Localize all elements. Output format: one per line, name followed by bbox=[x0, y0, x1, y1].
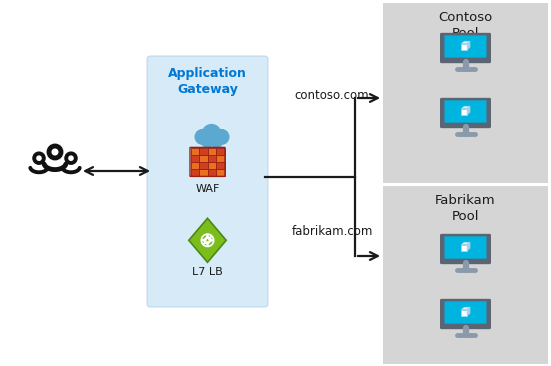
Bar bbox=[199, 148, 208, 155]
Text: Application
Gateway: Application Gateway bbox=[168, 67, 247, 96]
Polygon shape bbox=[461, 310, 467, 316]
Bar bbox=[208, 155, 216, 162]
Bar bbox=[216, 162, 224, 169]
Circle shape bbox=[201, 134, 214, 148]
Bar bbox=[383, 3, 548, 183]
Text: WAF: WAF bbox=[195, 184, 220, 194]
Bar bbox=[191, 169, 199, 176]
Polygon shape bbox=[461, 41, 470, 44]
Polygon shape bbox=[189, 218, 226, 262]
Polygon shape bbox=[467, 41, 470, 50]
FancyBboxPatch shape bbox=[440, 98, 491, 128]
Polygon shape bbox=[467, 242, 470, 251]
Bar bbox=[208, 148, 216, 155]
Polygon shape bbox=[461, 242, 470, 244]
Bar bbox=[199, 155, 208, 162]
Bar bbox=[216, 155, 224, 162]
Text: Contoso
Pool: Contoso Pool bbox=[439, 11, 493, 40]
Polygon shape bbox=[467, 106, 470, 115]
FancyBboxPatch shape bbox=[440, 234, 491, 264]
Circle shape bbox=[209, 134, 224, 148]
Polygon shape bbox=[461, 109, 467, 115]
Text: contoso.com: contoso.com bbox=[295, 89, 369, 102]
Polygon shape bbox=[461, 307, 470, 310]
Circle shape bbox=[213, 129, 230, 145]
Bar bbox=[383, 186, 548, 364]
Bar bbox=[199, 169, 208, 176]
Text: L7 LB: L7 LB bbox=[192, 267, 223, 277]
Bar bbox=[191, 155, 199, 162]
Text: fabrikam.com: fabrikam.com bbox=[291, 225, 372, 238]
Bar bbox=[208, 169, 216, 176]
Circle shape bbox=[202, 124, 222, 144]
Polygon shape bbox=[461, 106, 470, 109]
FancyBboxPatch shape bbox=[440, 299, 491, 329]
Bar bbox=[191, 148, 199, 155]
Circle shape bbox=[195, 129, 210, 145]
Bar bbox=[208, 162, 216, 169]
FancyBboxPatch shape bbox=[445, 100, 487, 123]
FancyBboxPatch shape bbox=[445, 236, 487, 259]
Bar bbox=[199, 162, 208, 169]
Bar bbox=[216, 169, 224, 176]
Bar bbox=[216, 148, 224, 155]
FancyBboxPatch shape bbox=[445, 301, 487, 324]
Polygon shape bbox=[461, 244, 467, 251]
FancyBboxPatch shape bbox=[147, 56, 268, 307]
FancyBboxPatch shape bbox=[445, 36, 487, 58]
FancyBboxPatch shape bbox=[440, 33, 491, 63]
Bar bbox=[191, 162, 199, 169]
Polygon shape bbox=[467, 307, 470, 316]
Polygon shape bbox=[461, 44, 467, 50]
Text: Fabrikam
Pool: Fabrikam Pool bbox=[435, 194, 496, 223]
